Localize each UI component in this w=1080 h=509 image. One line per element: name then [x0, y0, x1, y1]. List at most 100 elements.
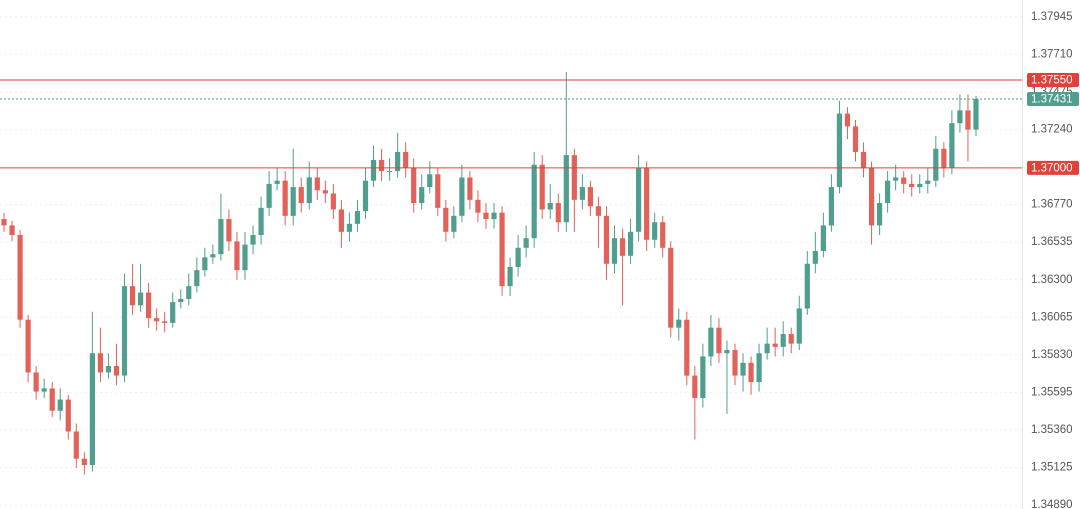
candle-body: [322, 190, 328, 194]
candle-body: [443, 207, 449, 232]
candle-body: [475, 199, 481, 213]
candle-body: [427, 174, 433, 188]
candle-body: [603, 215, 610, 264]
candle-body: [876, 203, 883, 226]
candle-body: [828, 187, 834, 226]
y-tick-label: 1.37240: [1031, 124, 1073, 136]
candle-body: [941, 148, 947, 168]
candle-body: [154, 318, 160, 322]
candle-body: [619, 238, 626, 256]
y-tick-label: 1.35125: [1031, 461, 1073, 473]
candle-body: [411, 167, 417, 204]
candle-body: [836, 113, 843, 188]
candle-body: [467, 177, 473, 200]
candle-body: [611, 238, 618, 264]
candle-body: [507, 266, 513, 287]
candle-body: [885, 180, 891, 204]
candle-body: [282, 180, 288, 216]
candle-body: [796, 308, 802, 344]
candle-body: [893, 177, 899, 181]
candle-body: [483, 212, 489, 220]
candle-body: [684, 319, 690, 376]
candle-body: [49, 388, 55, 411]
y-tick-label: 1.36535: [1031, 236, 1073, 248]
candle-body: [555, 203, 561, 223]
candle-body: [306, 177, 312, 204]
candle-body: [105, 366, 112, 373]
candle-body: [121, 286, 128, 376]
candle-body: [660, 222, 666, 248]
candle-body: [89, 353, 95, 466]
candle-body: [764, 343, 770, 354]
candle-body: [547, 203, 553, 210]
last-price-tag: [1027, 92, 1079, 107]
candle-body: [25, 319, 31, 373]
candle-body: [403, 151, 409, 168]
candle-body: [700, 356, 706, 398]
candle-body: [338, 209, 344, 232]
candle-body: [925, 180, 931, 184]
y-tick-label: 1.36065: [1031, 311, 1073, 323]
y-tick-label: 1.36300: [1031, 274, 1073, 286]
candle-body: [901, 177, 907, 184]
candle-body: [330, 193, 336, 210]
candle-body: [178, 298, 184, 303]
candle-body: [812, 250, 818, 264]
candle-body: [218, 219, 224, 255]
candle-body: [957, 110, 963, 124]
candle-body: [194, 270, 200, 287]
candle-body: [17, 235, 23, 320]
candle-body: [740, 362, 746, 376]
candle-body: [346, 223, 353, 232]
candle-body: [844, 113, 851, 127]
candle-body: [314, 177, 320, 191]
candle-body: [804, 263, 810, 309]
price-level-tag: [1027, 73, 1079, 88]
candle-body: [73, 431, 79, 459]
candle-body: [788, 334, 794, 344]
candle-body: [523, 238, 529, 248]
candle-body: [780, 334, 786, 347]
y-tick-label: 1.37710: [1031, 49, 1073, 61]
candle-body: [732, 350, 738, 376]
candle-body: [202, 257, 208, 271]
candle-body: [748, 362, 754, 382]
candle-body: [274, 180, 280, 184]
candle-body: [909, 183, 915, 188]
candle-body: [386, 171, 393, 173]
candle-body: [97, 353, 104, 373]
candle-body: [210, 254, 216, 258]
candle-body: [298, 187, 304, 204]
candle-body: [435, 174, 441, 208]
candle-body: [868, 167, 875, 226]
candle-body: [756, 353, 762, 382]
candle-body: [395, 151, 401, 172]
candle-body: [33, 372, 39, 392]
y-tick-label: 1.36770: [1031, 199, 1073, 211]
candle-body: [9, 225, 15, 236]
candle-body: [636, 167, 642, 232]
candle-body: [1, 219, 7, 226]
candle-body: [965, 110, 971, 130]
candle-body: [860, 151, 867, 168]
candle-body: [933, 148, 939, 181]
candle-body: [595, 206, 602, 216]
y-tick-label: 1.35360: [1031, 424, 1073, 436]
candle-body: [491, 212, 497, 220]
candle-body: [451, 215, 457, 232]
candle-body: [370, 159, 377, 181]
candle-body: [668, 247, 674, 328]
candle-body: [290, 187, 296, 216]
candle-body: [354, 211, 361, 224]
candle-body: [563, 155, 569, 223]
y-tick-label: 1.35595: [1031, 386, 1073, 398]
candle-body: [708, 327, 714, 357]
candle-body: [716, 327, 722, 354]
candle-body: [515, 247, 521, 267]
candle-body: [692, 375, 698, 398]
candle-body: [531, 164, 537, 239]
price-level-tag: [1027, 160, 1079, 175]
candle-body: [137, 292, 144, 306]
candle-body: [459, 177, 465, 216]
candle-body: [234, 241, 240, 271]
